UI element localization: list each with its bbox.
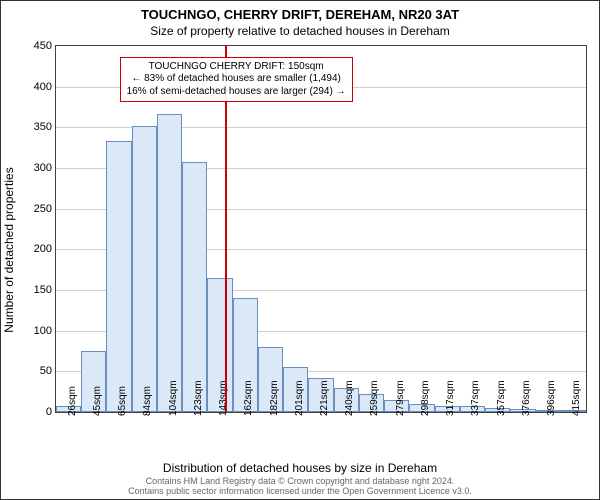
x-tick-label: 143sqm	[218, 380, 229, 416]
histogram-bar	[106, 141, 131, 412]
attribution-line-2: Contains public sector information licen…	[1, 487, 599, 497]
x-tick-label: 123sqm	[193, 380, 204, 416]
x-tick-label: 317sqm	[445, 380, 456, 416]
x-tick-label: 357sqm	[496, 380, 507, 416]
plot-area: 05010015020025030035040045026sqm45sqm65s…	[55, 45, 587, 413]
x-tick-label: 298sqm	[420, 380, 431, 416]
y-tick-label: 100	[34, 325, 56, 337]
x-tick-label: 162sqm	[243, 380, 254, 416]
chart-subtitle: Size of property relative to detached ho…	[1, 24, 599, 38]
chart-title: TOUCHNGO, CHERRY DRIFT, DEREHAM, NR20 3A…	[1, 7, 599, 22]
x-axis-label: Distribution of detached houses by size …	[1, 461, 599, 475]
y-axis-label: Number of detached properties	[2, 167, 16, 332]
info-line-larger: 16% of semi-detached houses are larger (…	[127, 86, 346, 99]
x-tick-label: 84sqm	[142, 386, 153, 416]
info-line-smaller: ← 83% of detached houses are smaller (1,…	[127, 73, 346, 86]
histogram-bar	[182, 162, 207, 413]
y-tick-label: 250	[34, 203, 56, 215]
x-tick-label: 396sqm	[546, 380, 557, 416]
histogram-bar	[132, 126, 157, 412]
y-tick-label: 400	[34, 81, 56, 93]
x-tick-label: 376sqm	[521, 380, 532, 416]
x-tick-label: 415sqm	[571, 380, 582, 416]
histogram-bar	[157, 114, 182, 412]
y-tick-label: 150	[34, 284, 56, 296]
x-tick-label: 104sqm	[168, 380, 179, 416]
x-tick-label: 259sqm	[369, 380, 380, 416]
title-block: TOUCHNGO, CHERRY DRIFT, DEREHAM, NR20 3A…	[1, 1, 599, 38]
x-tick-label: 221sqm	[319, 380, 330, 416]
y-tick-label: 200	[34, 243, 56, 255]
y-tick-label: 0	[46, 406, 56, 418]
y-tick-label: 450	[34, 40, 56, 52]
y-tick-label: 300	[34, 162, 56, 174]
x-tick-label: 26sqm	[67, 386, 78, 416]
y-tick-label: 50	[40, 365, 56, 377]
x-tick-label: 279sqm	[395, 380, 406, 416]
x-tick-label: 240sqm	[344, 380, 355, 416]
x-tick-label: 337sqm	[470, 380, 481, 416]
x-tick-label: 201sqm	[294, 380, 305, 416]
info-line-property: TOUCHNGO CHERRY DRIFT: 150sqm	[127, 61, 346, 74]
chart-container: TOUCHNGO, CHERRY DRIFT, DEREHAM, NR20 3A…	[0, 0, 600, 500]
x-tick-label: 182sqm	[269, 380, 280, 416]
y-tick-label: 350	[34, 121, 56, 133]
info-box: TOUCHNGO CHERRY DRIFT: 150sqm ← 83% of d…	[120, 57, 353, 103]
attribution: Contains HM Land Registry data © Crown c…	[1, 477, 599, 497]
x-tick-label: 65sqm	[117, 386, 128, 416]
x-tick-label: 45sqm	[92, 386, 103, 416]
